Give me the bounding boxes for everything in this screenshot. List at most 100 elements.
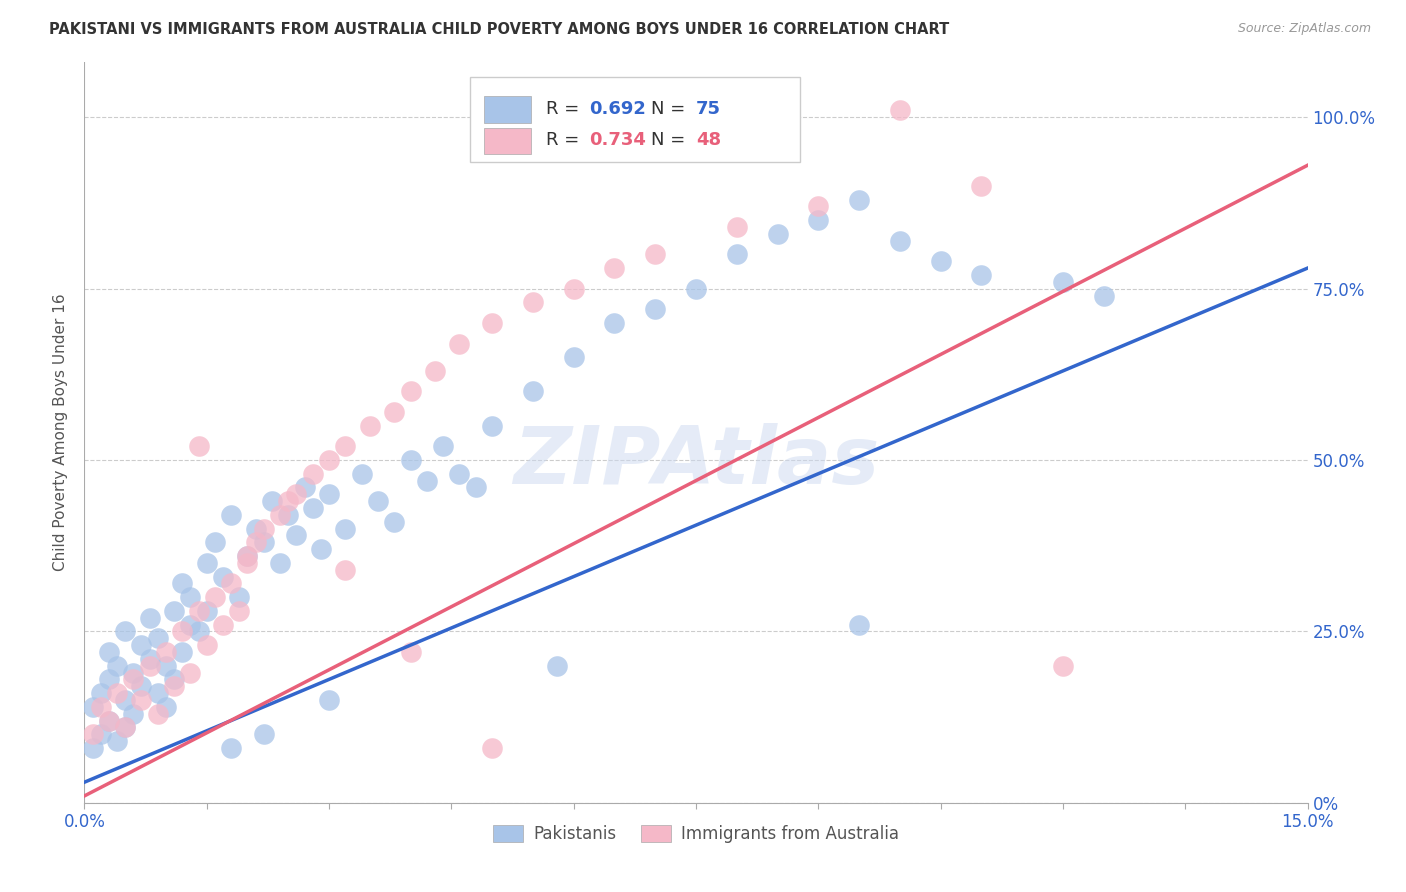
Point xyxy=(603,261,626,276)
Point xyxy=(114,624,136,639)
Point xyxy=(481,741,503,756)
Point xyxy=(725,247,748,261)
Point xyxy=(1052,275,1074,289)
Point xyxy=(522,295,544,310)
FancyBboxPatch shape xyxy=(484,96,531,123)
Point xyxy=(155,645,177,659)
Point xyxy=(318,693,340,707)
Point xyxy=(122,665,145,680)
Point xyxy=(309,542,332,557)
Point xyxy=(382,515,405,529)
Point xyxy=(122,706,145,721)
Text: ZIPAtlas: ZIPAtlas xyxy=(513,423,879,501)
Point xyxy=(138,652,160,666)
Point xyxy=(195,638,218,652)
Point xyxy=(138,658,160,673)
Point xyxy=(82,699,104,714)
Point xyxy=(219,741,242,756)
Point xyxy=(163,673,186,687)
Point xyxy=(195,604,218,618)
Point xyxy=(228,590,250,604)
Point xyxy=(889,234,911,248)
Point xyxy=(97,645,120,659)
Point xyxy=(766,227,789,241)
Point xyxy=(848,193,870,207)
Point xyxy=(644,302,666,317)
Point xyxy=(90,686,112,700)
Point xyxy=(423,364,446,378)
Text: R =: R = xyxy=(546,100,585,118)
Point xyxy=(269,556,291,570)
Point xyxy=(97,714,120,728)
Point xyxy=(929,254,952,268)
Point xyxy=(204,535,226,549)
Point xyxy=(163,604,186,618)
Point xyxy=(970,178,993,193)
Point xyxy=(212,617,235,632)
Point xyxy=(122,673,145,687)
Point xyxy=(146,686,169,700)
Point xyxy=(146,632,169,646)
Point xyxy=(179,665,201,680)
Point xyxy=(131,679,153,693)
Point xyxy=(260,494,283,508)
Point xyxy=(382,405,405,419)
Text: R =: R = xyxy=(546,131,585,149)
Point xyxy=(155,658,177,673)
Point xyxy=(277,508,299,522)
Point xyxy=(253,522,276,536)
Point xyxy=(97,714,120,728)
Point xyxy=(318,453,340,467)
Point xyxy=(131,693,153,707)
Point xyxy=(82,727,104,741)
FancyBboxPatch shape xyxy=(470,78,800,162)
Point xyxy=(562,282,585,296)
Text: 75: 75 xyxy=(696,100,721,118)
Text: 0.734: 0.734 xyxy=(589,131,647,149)
Point xyxy=(82,741,104,756)
Point xyxy=(1092,288,1115,302)
Point xyxy=(212,569,235,583)
Point xyxy=(970,268,993,282)
Point xyxy=(399,645,422,659)
Point xyxy=(399,384,422,399)
Point xyxy=(725,219,748,234)
Point xyxy=(236,556,259,570)
Text: PAKISTANI VS IMMIGRANTS FROM AUSTRALIA CHILD POVERTY AMONG BOYS UNDER 16 CORRELA: PAKISTANI VS IMMIGRANTS FROM AUSTRALIA C… xyxy=(49,22,949,37)
Point xyxy=(114,720,136,734)
Point xyxy=(114,720,136,734)
Point xyxy=(253,535,276,549)
Point xyxy=(562,350,585,364)
Point xyxy=(105,734,128,748)
Point xyxy=(163,679,186,693)
Point xyxy=(335,522,357,536)
Point xyxy=(90,727,112,741)
Point xyxy=(105,686,128,700)
Point xyxy=(449,336,471,351)
Point xyxy=(1052,658,1074,673)
Point xyxy=(179,590,201,604)
Point xyxy=(318,487,340,501)
Point xyxy=(889,103,911,118)
Point xyxy=(172,645,194,659)
Point xyxy=(603,316,626,330)
Text: Source: ZipAtlas.com: Source: ZipAtlas.com xyxy=(1237,22,1371,36)
Point xyxy=(172,624,194,639)
Point xyxy=(644,247,666,261)
Point xyxy=(399,453,422,467)
Point xyxy=(131,638,153,652)
Point xyxy=(105,658,128,673)
Text: N =: N = xyxy=(651,131,690,149)
Point xyxy=(228,604,250,618)
Point xyxy=(253,727,276,741)
Point xyxy=(269,508,291,522)
Point xyxy=(335,563,357,577)
Text: 48: 48 xyxy=(696,131,721,149)
Point xyxy=(350,467,373,481)
Point xyxy=(807,199,830,213)
Point xyxy=(481,316,503,330)
Point xyxy=(146,706,169,721)
Point xyxy=(294,480,316,494)
Point xyxy=(481,418,503,433)
Point xyxy=(245,535,267,549)
